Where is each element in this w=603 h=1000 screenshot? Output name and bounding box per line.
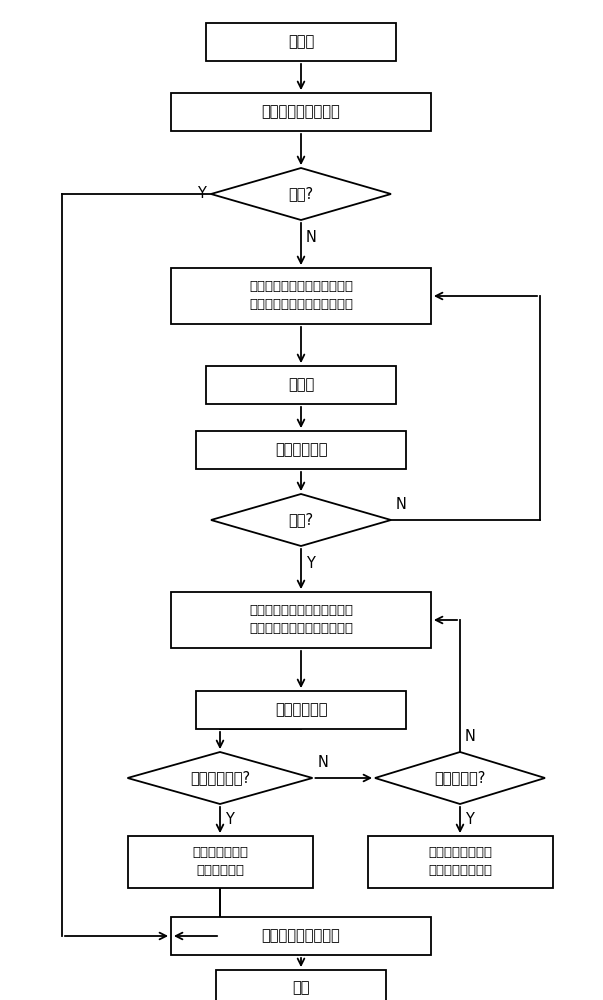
Text: 增大负荷节点的有功功率、无
功功率及发电机节点有功出力: 增大负荷节点的有功功率、无 功功率及发电机节点有功出力 — [249, 604, 353, 636]
Text: 存下电压幅值和
相角作为初值: 存下电压幅值和 相角作为初值 — [192, 846, 248, 878]
Bar — [171, 93, 431, 131]
Bar — [216, 970, 386, 1000]
Text: 退出: 退出 — [292, 980, 310, 996]
Text: 灵敏度分析，提供
增加负荷裕度策略: 灵敏度分析，提供 增加负荷裕度策略 — [428, 846, 492, 878]
Polygon shape — [127, 752, 312, 804]
Polygon shape — [375, 752, 545, 804]
Text: 达到基态水平?: 达到基态水平? — [190, 770, 250, 786]
Text: N: N — [318, 755, 329, 770]
Text: 达到分岔点?: 达到分岔点? — [434, 770, 485, 786]
Bar — [171, 917, 431, 955]
Text: N: N — [396, 497, 407, 512]
Bar — [171, 592, 431, 648]
Text: 收敛?: 收敛? — [288, 512, 314, 528]
Text: 基态下牛顿潮流计算: 基态下牛顿潮流计算 — [262, 104, 340, 119]
Text: Y: Y — [306, 556, 315, 571]
Polygon shape — [211, 494, 391, 546]
Text: 收敛?: 收敛? — [288, 186, 314, 202]
Bar — [196, 431, 406, 469]
Text: Y: Y — [225, 812, 234, 827]
Bar — [206, 23, 396, 61]
Text: Y: Y — [465, 812, 474, 827]
Polygon shape — [211, 168, 391, 220]
Text: 平启动: 平启动 — [288, 377, 314, 392]
Bar — [196, 691, 406, 729]
Text: 连续潮流计算: 连续潮流计算 — [275, 702, 327, 718]
Bar — [367, 836, 552, 888]
Bar — [127, 836, 312, 888]
Text: N: N — [306, 230, 317, 245]
Text: 减小负荷节点的有功功率、无
功功率及发电机节点有功出力: 减小负荷节点的有功功率、无 功功率及发电机节点有功出力 — [249, 280, 353, 312]
Text: Y: Y — [197, 186, 206, 202]
Text: 基态下牛顿潮流计算: 基态下牛顿潮流计算 — [262, 928, 340, 944]
Text: 牛顿潮流计算: 牛顿潮流计算 — [275, 442, 327, 458]
Bar — [206, 366, 396, 404]
Text: N: N — [465, 729, 476, 744]
Text: 平启动: 平启动 — [288, 34, 314, 49]
Bar — [171, 268, 431, 324]
